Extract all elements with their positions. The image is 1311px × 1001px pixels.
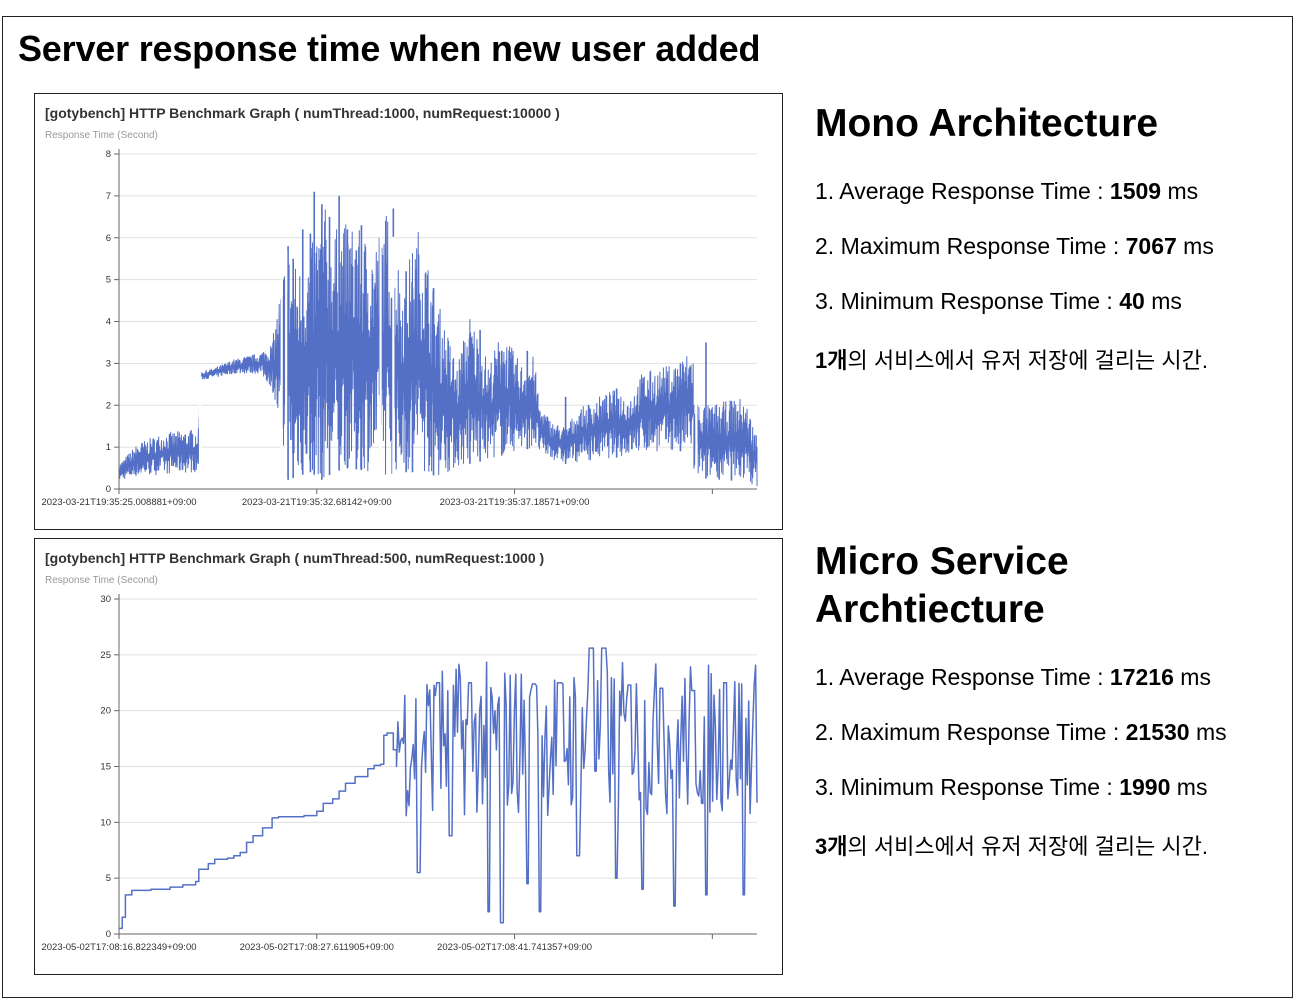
micro-stats-panel: Micro Service Archtiecture 1. Average Re… [815, 538, 1285, 861]
stat-unit: ms [1161, 178, 1199, 204]
y-tick-label: 4 [106, 317, 111, 328]
x-tick-labels: 2023-05-02T17:08:16.822349+09:00 2023-05-… [41, 942, 592, 953]
y-tick-label: 6 [106, 233, 111, 244]
panel-heading: Mono Architecture [815, 102, 1159, 145]
stat-maximum: 2. Maximum Response Time : 21530 ms [815, 719, 1285, 746]
stat-unit: ms [1173, 664, 1211, 690]
stat-value: 7067 [1125, 233, 1177, 259]
y-tick-label: 5 [106, 275, 111, 286]
stat-value: 1990 [1119, 774, 1171, 800]
y-axis-label: Response Time (Second) [45, 130, 158, 141]
micro-response-chart: [gotybench] HTTP Benchmark Graph ( numTh… [41, 550, 758, 953]
service-count: 3개 [815, 834, 848, 859]
service-note: 1개의 서비스에서 유저 저장에 걸리는 시간. [815, 343, 1285, 375]
response-line [119, 647, 758, 930]
x-tick-labels: 2023-03-21T19:35:25.008881+09:00 2023-03-… [41, 497, 589, 508]
service-count: 1개 [815, 348, 848, 373]
stat-minimum: 3. Minimum Response Time : 40 ms [815, 288, 1285, 315]
stat-unit: ms [1144, 288, 1182, 314]
service-note: 3개의 서비스에서 유저 저장에 걸리는 시간. [815, 829, 1285, 861]
stat-value: 1509 [1109, 178, 1162, 204]
stat-value: 21530 [1125, 719, 1190, 745]
y-tick-label: 7 [106, 191, 111, 202]
stat-unit: ms [1189, 719, 1227, 745]
y-tick-label: 8 [106, 149, 111, 160]
chart-axes [118, 149, 757, 494]
figure-frame [2, 16, 1293, 998]
y-tick-label: 0 [106, 929, 111, 940]
y-tick-label: 15 [100, 762, 111, 773]
x-tick-label: 2023-05-02T17:08:27.611905+09:00 [240, 942, 394, 953]
stat-minimum: 3. Minimum Response Time : 1990 ms [815, 774, 1285, 801]
y-tick-label: 25 [100, 650, 111, 661]
chart-axes [118, 594, 757, 939]
y-tick-label: 10 [100, 817, 111, 828]
x-tick-label: 2023-05-02T17:08:41.741357+09:00 [437, 942, 592, 953]
x-tick-label: 2023-03-21T19:35:37.18571+09:00 [440, 497, 590, 508]
stat-label: 3. Minimum Response Time : [815, 774, 1120, 800]
mono-chart-box: [gotybench] HTTP Benchmark Graph ( numTh… [34, 93, 783, 530]
x-tick-label: 2023-03-21T19:35:25.008881+09:00 [41, 497, 196, 508]
stat-label: 2. Maximum Response Time : [815, 233, 1126, 259]
panel-heading-line2: Archtiecture [815, 588, 1045, 631]
chart-grid [119, 598, 757, 935]
stat-label: 3. Minimum Response Time : [815, 288, 1120, 314]
y-tick-label: 5 [106, 873, 111, 884]
mono-response-chart: [gotybench] HTTP Benchmark Graph ( numTh… [41, 105, 758, 508]
stat-average: 1. Average Response Time : 1509 ms [815, 178, 1285, 205]
stat-unit: ms [1170, 774, 1208, 800]
stat-maximum: 2. Maximum Response Time : 7067 ms [815, 233, 1285, 260]
response-line [118, 209, 758, 487]
y-tick-label: 1 [106, 442, 111, 453]
chart-title: [gotybench] HTTP Benchmark Graph ( numTh… [45, 105, 560, 121]
x-tick-label: 2023-05-02T17:08:16.822349+09:00 [41, 942, 196, 953]
x-tick-label: 2023-03-21T19:35:32.68142+09:00 [242, 497, 392, 508]
stat-value: 17216 [1109, 664, 1174, 690]
response-series [118, 191, 758, 487]
page-title: Server response time when new user added [18, 28, 761, 69]
stat-label: 1. Average Response Time : [815, 664, 1110, 690]
panel-heading-line1: Micro Service [815, 540, 1069, 583]
chart-title: [gotybench] HTTP Benchmark Graph ( numTh… [45, 550, 544, 566]
note-text: 의 서비스에서 유저 저장에 걸리는 시간. [847, 834, 1208, 859]
y-tick-label: 3 [106, 358, 111, 369]
y-tick-labels: 0 5 10 15 20 25 30 [100, 594, 119, 940]
stat-label: 2. Maximum Response Time : [815, 719, 1126, 745]
y-tick-labels: 0 1 2 3 4 5 6 7 8 [106, 149, 119, 495]
stat-value: 40 [1119, 288, 1145, 314]
note-text: 의 서비스에서 유저 저장에 걸리는 시간. [847, 348, 1208, 373]
mono-stats-panel: Mono Architecture 1. Average Response Ti… [815, 100, 1285, 375]
stat-unit: ms [1176, 233, 1214, 259]
y-tick-label: 2 [106, 400, 111, 411]
y-tick-label: 30 [100, 594, 111, 605]
micro-chart-box: [gotybench] HTTP Benchmark Graph ( numTh… [34, 538, 783, 975]
y-tick-label: 20 [100, 706, 111, 717]
stat-average: 1. Average Response Time : 17216 ms [815, 664, 1285, 691]
y-axis-label: Response Time (Second) [45, 575, 158, 586]
y-tick-label: 0 [106, 484, 111, 495]
response-series [119, 647, 758, 930]
stat-label: 1. Average Response Time : [815, 178, 1110, 204]
